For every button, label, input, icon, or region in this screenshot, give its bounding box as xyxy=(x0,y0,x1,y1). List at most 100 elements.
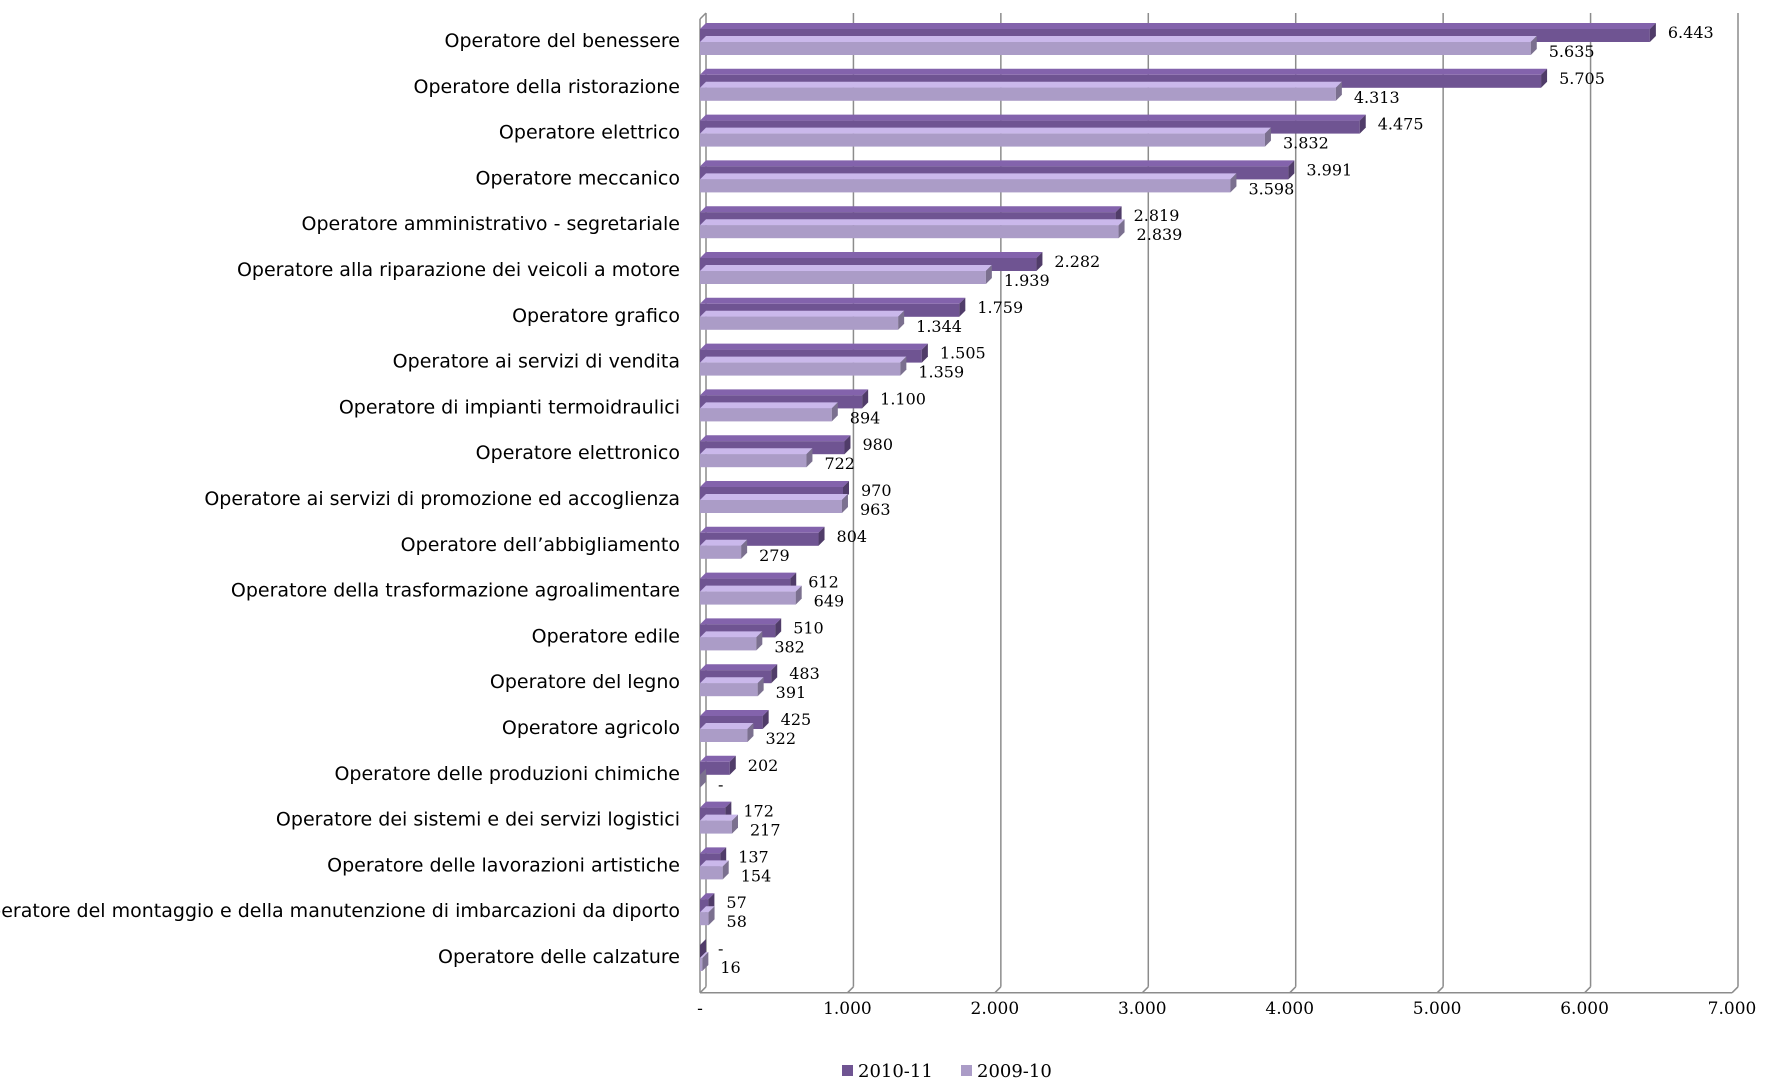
bar-top-face xyxy=(700,710,769,716)
gridline-floor xyxy=(1731,986,1739,994)
data-label: 612 xyxy=(808,573,839,592)
bar-series-2009-10 xyxy=(700,81,1342,101)
bar-front-face xyxy=(700,362,901,376)
data-label: 649 xyxy=(814,592,845,611)
bar-side-face xyxy=(731,814,738,834)
x-tick-label: 4.000 xyxy=(1265,999,1314,1019)
bar-top-face xyxy=(700,893,715,900)
data-label: 58 xyxy=(727,912,747,931)
bar-side-face xyxy=(700,939,706,958)
data-label: 279 xyxy=(759,546,790,565)
bar-series-2009-10 xyxy=(700,906,715,926)
category-label: Operatore elettronico xyxy=(476,442,680,464)
bar-side-face xyxy=(795,585,802,605)
bar-top-face xyxy=(700,297,966,304)
bar-top-face xyxy=(700,448,813,455)
bar-top-face xyxy=(700,310,905,317)
bar-series-2009-10 xyxy=(700,768,706,788)
bar-front-face xyxy=(700,133,1265,147)
data-label: 172 xyxy=(743,802,774,821)
data-label: 2.839 xyxy=(1137,225,1183,244)
data-label: 1.100 xyxy=(880,389,926,408)
bar-side-face xyxy=(1541,68,1548,88)
bar-front-face xyxy=(700,591,796,605)
x-tick-label: 7.000 xyxy=(1708,999,1757,1019)
bar-top-face xyxy=(700,206,1122,213)
bar-top-face xyxy=(700,526,825,533)
bar-side-face xyxy=(921,343,928,363)
legend-swatch xyxy=(842,1065,853,1076)
bar-front-face xyxy=(700,958,703,971)
data-label: - xyxy=(718,939,723,958)
bar-series-2009-10 xyxy=(700,539,748,559)
bar-series-2009-10 xyxy=(700,265,992,284)
data-label: 382 xyxy=(774,637,805,656)
bar-top-face xyxy=(700,481,850,487)
data-label: 970 xyxy=(861,481,892,500)
category-label: Operatore del legno xyxy=(490,671,680,693)
data-label: 1.359 xyxy=(918,363,964,382)
bar-top-face xyxy=(700,801,732,808)
bar-series-2010-11 xyxy=(700,755,736,775)
bar-top-face xyxy=(700,677,764,684)
data-label: 2.282 xyxy=(1054,252,1100,271)
bar-top-face xyxy=(700,173,1237,180)
data-label: 2.819 xyxy=(1134,206,1180,225)
category-label: Operatore elettrico xyxy=(499,122,680,144)
data-label: 1.505 xyxy=(940,344,986,363)
bar-side-face xyxy=(1530,36,1537,55)
gridline-floor xyxy=(1584,986,1592,994)
x-tick-labels: - 1.000 2.000 3.000 4.000 5.000 6.000 7.000 xyxy=(697,999,1756,1019)
x-tick-label: 5.000 xyxy=(1413,999,1462,1019)
bar-side-face xyxy=(841,494,848,513)
x-tick-label: 3.000 xyxy=(1118,999,1167,1019)
bars xyxy=(700,23,1656,971)
data-label: 894 xyxy=(850,408,881,427)
bar-top-face xyxy=(700,906,715,913)
bar-side-face xyxy=(985,265,992,284)
legend-label: 2009-10 xyxy=(977,1061,1052,1082)
bar-front-face xyxy=(700,545,742,559)
bar-series-2009-10 xyxy=(700,173,1237,193)
bar-series-2009-10 xyxy=(700,356,907,376)
data-label: 137 xyxy=(738,847,769,866)
category-label: Operatore dei sistemi e dei servizi logi… xyxy=(276,809,680,831)
bar-side-face xyxy=(898,310,905,330)
bar-side-face xyxy=(1036,252,1043,271)
gridlines xyxy=(699,13,1739,994)
bar-top-face xyxy=(700,265,992,271)
bar-top-face xyxy=(700,252,1043,258)
bar-series-2009-10 xyxy=(700,814,738,834)
bar-side-face xyxy=(818,526,825,546)
category-label: Operatore grafico xyxy=(512,305,680,327)
bar-top-face xyxy=(700,814,738,821)
data-label: 202 xyxy=(748,756,779,775)
data-label: - xyxy=(718,775,723,794)
bar-series-2009-10 xyxy=(700,677,764,697)
category-label: Operatore del benessere xyxy=(445,30,680,52)
bar-top-face xyxy=(700,219,1125,226)
bar-series-2009-10 xyxy=(700,127,1271,147)
bar-top-face xyxy=(700,435,851,442)
data-label: 1.939 xyxy=(1004,271,1050,290)
gridline-floor xyxy=(699,986,707,994)
bar-series-2009-10 xyxy=(700,860,729,880)
data-label: 6.443 xyxy=(1668,23,1714,42)
bar-top-face xyxy=(700,494,848,500)
bar-side-face xyxy=(1335,81,1342,101)
bar-side-face xyxy=(757,677,764,697)
bar-top-face xyxy=(700,68,1548,75)
legend-label: 2010-11 xyxy=(858,1061,933,1082)
bar-side-face xyxy=(741,539,748,559)
bar-series-2009-10 xyxy=(700,402,838,422)
bar-side-face xyxy=(959,297,966,317)
bar-side-face xyxy=(722,860,729,880)
bar-series-2009-10 xyxy=(700,310,905,330)
x-tick-label: 2.000 xyxy=(971,999,1020,1019)
bar-side-face xyxy=(729,755,736,775)
bar-front-face xyxy=(700,179,1231,193)
bar-series-2009-10 xyxy=(700,952,709,971)
data-label: 1.759 xyxy=(977,298,1023,317)
bar-side-face xyxy=(775,618,782,638)
